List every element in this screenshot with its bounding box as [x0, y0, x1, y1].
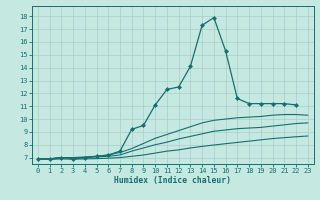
X-axis label: Humidex (Indice chaleur): Humidex (Indice chaleur): [114, 176, 231, 185]
